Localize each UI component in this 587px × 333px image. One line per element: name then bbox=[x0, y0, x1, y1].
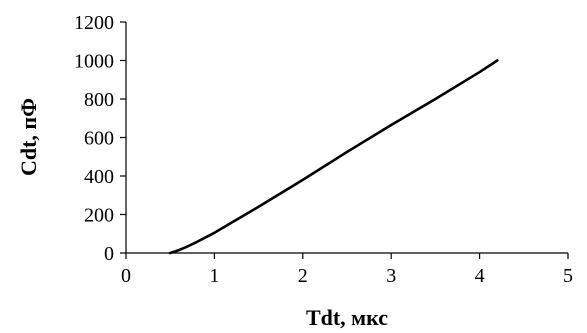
x-tick-label: 2 bbox=[298, 265, 308, 287]
y-tick-label: 400 bbox=[84, 166, 114, 188]
x-ticks: 0 1 2 3 4 5 bbox=[121, 253, 573, 287]
y-tick-label: 1000 bbox=[74, 51, 114, 73]
x-axis-title: Tdt, мкс bbox=[306, 305, 388, 330]
axes bbox=[125, 22, 568, 254]
series-line-0 bbox=[168, 59, 499, 255]
series-group bbox=[168, 59, 499, 255]
x-tick-label: 3 bbox=[386, 265, 396, 287]
y-axis-title: Cdt, пФ bbox=[16, 98, 41, 176]
y-tick-label: 0 bbox=[104, 243, 114, 265]
y-tick-label: 600 bbox=[84, 128, 114, 150]
x-tick-label: 1 bbox=[209, 265, 219, 287]
y-tick-label: 800 bbox=[84, 89, 114, 111]
x-tick-label: 4 bbox=[475, 265, 485, 287]
y-ticks: 0 200 400 600 800 1000 1200 bbox=[74, 12, 126, 265]
y-tick-label: 200 bbox=[84, 205, 114, 227]
x-tick-label: 0 bbox=[121, 265, 131, 287]
y-tick-label: 1200 bbox=[74, 12, 114, 34]
x-tick-label: 5 bbox=[563, 265, 573, 287]
